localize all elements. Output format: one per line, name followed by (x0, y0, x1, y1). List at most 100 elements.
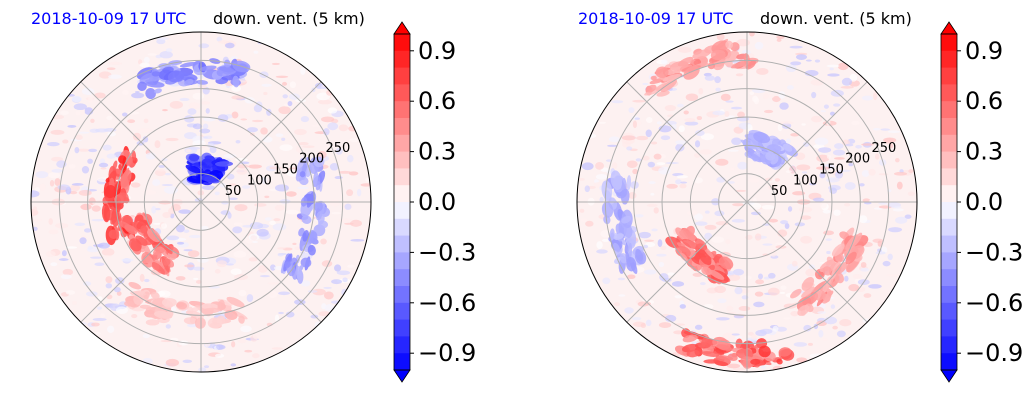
field-speckle (607, 144, 618, 147)
field-speckle (70, 184, 80, 192)
field-speckle (626, 146, 633, 151)
field-speckle (811, 91, 817, 99)
field-feature-1 (199, 65, 217, 71)
field-speckle (285, 209, 299, 215)
field-speckle (252, 240, 258, 244)
colorbar-segment (394, 118, 410, 136)
angular-grid-line (626, 81, 748, 203)
field-feature-0 (665, 236, 682, 249)
field-feature-4 (610, 170, 623, 191)
field-speckle (228, 197, 238, 200)
field-feature-0 (682, 227, 696, 242)
field-feature-4 (163, 258, 171, 266)
field-speckle (844, 275, 849, 282)
field-speckle (835, 170, 844, 179)
field-speckle (725, 100, 734, 103)
colorbar-segment (941, 101, 957, 119)
field-speckle (287, 100, 293, 107)
field-speckle (873, 92, 878, 101)
field-speckle (660, 245, 667, 250)
field-feature-0 (697, 247, 712, 266)
field-speckle (32, 206, 38, 211)
field-speckle (848, 284, 860, 292)
field-speckle (62, 139, 69, 144)
field-feature-5 (139, 304, 152, 310)
field-speckle (648, 181, 656, 185)
field-speckle (253, 50, 259, 54)
field-speckle (667, 272, 675, 276)
field-feature-4 (626, 175, 632, 191)
angular-grid-line (746, 81, 868, 203)
field-feature-5 (124, 300, 135, 307)
colorbar: −0.9 −0.6 −0.3 0.0 0.3 0.6 0.9 (393, 21, 476, 383)
field-speckle (787, 206, 793, 212)
field-speckle (762, 92, 770, 100)
field-speckle (675, 179, 682, 185)
field-speckle (608, 136, 620, 143)
field-speckle (344, 203, 352, 210)
field-speckle (665, 162, 679, 165)
field-speckle (861, 143, 875, 146)
colorbar-segment (941, 168, 957, 186)
field-speckle (248, 233, 260, 241)
field-feature-2 (302, 230, 309, 242)
field-speckle (677, 103, 684, 108)
field-speckle (684, 117, 696, 123)
field-speckle (233, 250, 247, 258)
field-speckle (300, 280, 311, 287)
field-speckle (248, 257, 258, 262)
field-speckle (833, 209, 841, 216)
field-speckle (632, 99, 646, 103)
field-speckle (819, 172, 826, 179)
field-feature-1 (686, 349, 700, 358)
field-speckle (651, 228, 658, 232)
field-speckle (356, 188, 362, 197)
field-speckle (91, 322, 100, 327)
field-speckle (274, 184, 289, 192)
field-feature-1 (740, 356, 756, 368)
field-speckle (895, 157, 900, 163)
field-speckle (617, 277, 626, 281)
field-speckle (49, 180, 55, 187)
field-speckle (108, 74, 122, 79)
field-speckle (893, 171, 908, 176)
field-speckle (338, 218, 353, 223)
field-speckle (645, 117, 653, 124)
field-feature-2 (296, 265, 302, 282)
field-speckle (142, 189, 157, 195)
field-feature-0 (708, 269, 725, 280)
field-speckle (240, 325, 252, 333)
field-speckle (816, 320, 827, 327)
field-speckle (700, 133, 714, 141)
field-feature-2 (301, 215, 312, 224)
field-speckle (199, 128, 211, 134)
field-speckle (178, 209, 191, 214)
field-speckle (327, 107, 338, 114)
field-feature-1 (218, 66, 235, 73)
field-feature-1 (752, 343, 768, 349)
field-speckle (47, 141, 60, 147)
field-speckle (678, 125, 685, 133)
field-speckle (65, 246, 78, 249)
field-speckle (883, 137, 897, 143)
field-speckle (626, 274, 636, 280)
field-feature-2 (683, 65, 700, 80)
field-speckle (715, 221, 729, 226)
field-speckle (231, 85, 242, 92)
field-speckle (108, 61, 122, 65)
field-speckle (908, 169, 914, 174)
field-speckle (658, 261, 665, 267)
field-feature-4 (135, 235, 148, 246)
field-speckle (192, 123, 203, 130)
field-speckle (244, 349, 253, 353)
field-speckle (48, 172, 61, 179)
field-speckle (331, 279, 343, 285)
field-feature-4 (625, 251, 631, 268)
field-speckle (230, 268, 242, 276)
colorbar-segment (941, 319, 957, 337)
field-speckle (720, 93, 731, 102)
colorbar-tick-label: 0.6 (965, 87, 1003, 115)
polar-grid (577, 32, 917, 372)
field-speckle (895, 216, 908, 224)
